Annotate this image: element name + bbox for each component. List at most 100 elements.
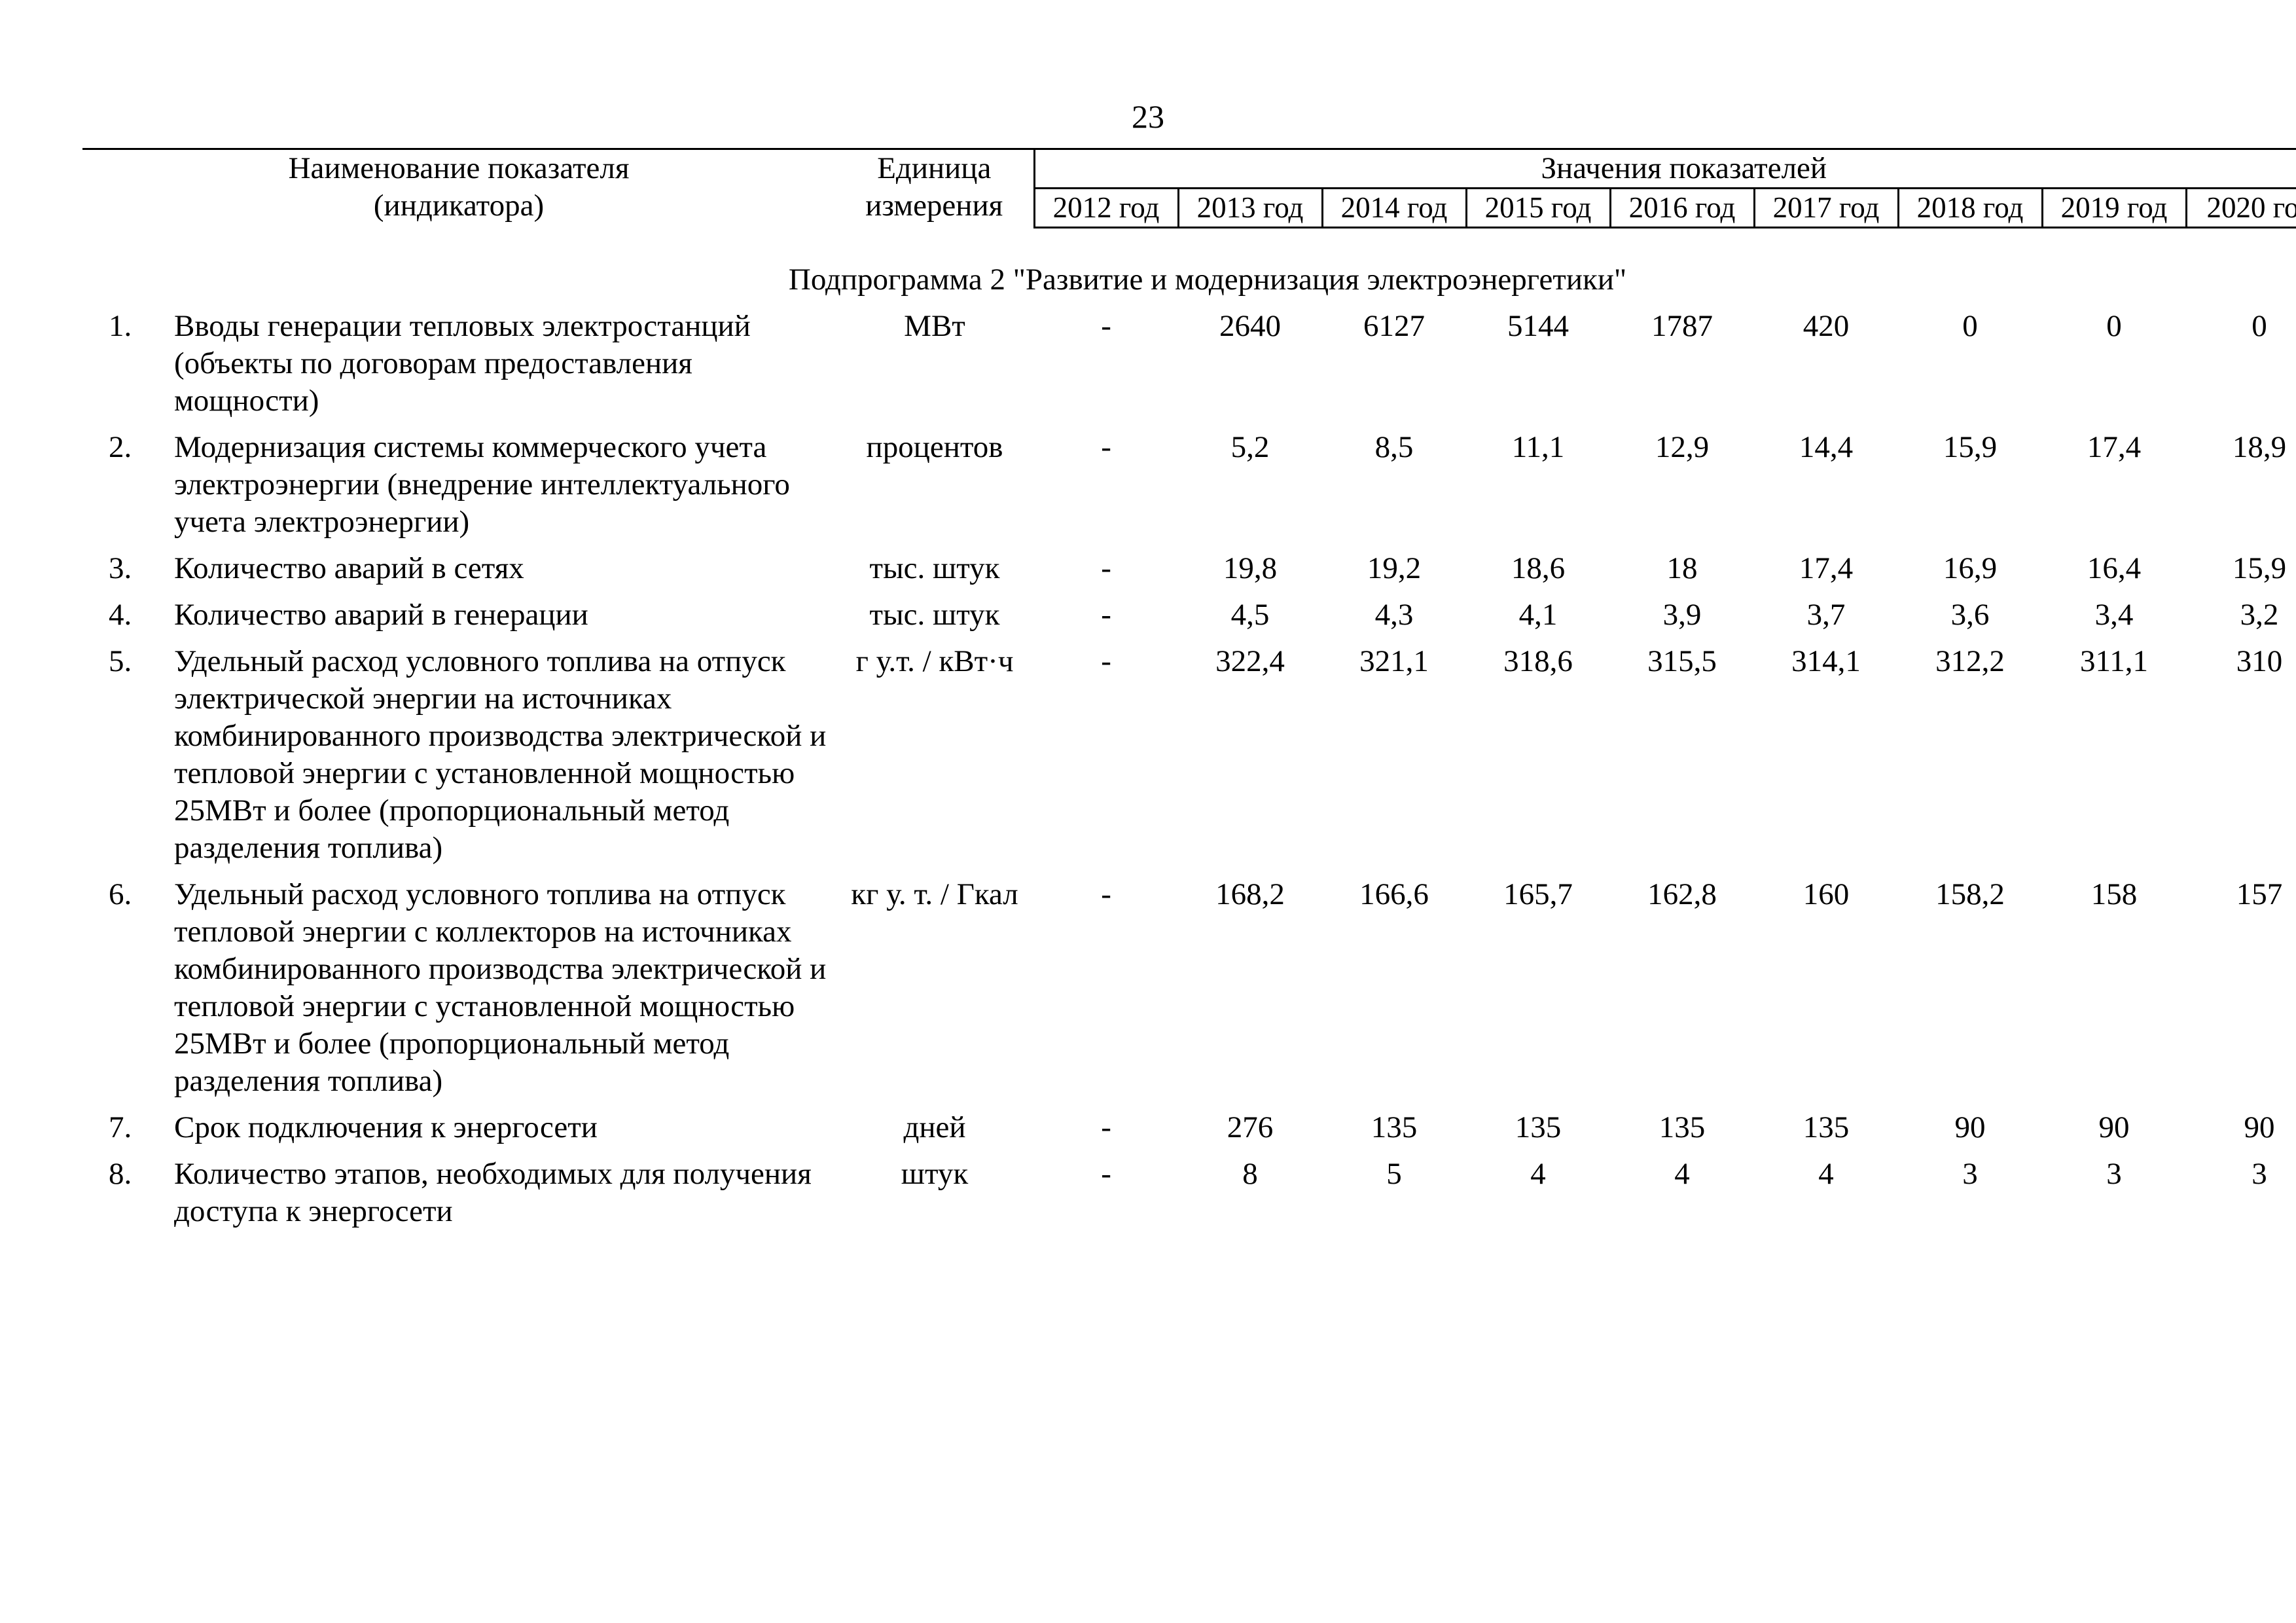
unit-of-measure: г у.т. / кВт·ч [855,644,1014,678]
value-cell: 310 [2236,644,2283,678]
value-cell: 18,9 [2232,430,2287,464]
value-cell: 135 [1803,1110,1850,1144]
value-cell: 4 [1530,1157,1546,1191]
value-cell: 19,2 [1367,551,1422,585]
header-year: 2014 год [1321,188,1467,228]
indicator-name: Модернизация системы коммерческого учета… [174,430,790,539]
value-cell: - [1101,430,1111,464]
value-cell: 420 [1803,309,1850,343]
table-body: Подпрограмма 2 "Развитие и модернизация … [82,228,2296,1240]
value-cell: 157 [2236,877,2283,911]
value-cell: 1787 [1651,309,1713,343]
value-cell: 162,8 [1647,877,1717,911]
indicator-name: Срок подключения к энергосети [174,1110,598,1144]
value-cell: 16,9 [1943,551,1998,585]
header-unit: Единица измерения [835,148,1035,228]
subprogram-title: Подпрограмма 2 "Развитие и модернизация … [788,263,1627,297]
header-name-line2: (индикатора) [373,189,545,223]
value-cell: 15,9 [2232,551,2287,585]
value-cell: 18,6 [1511,551,1566,585]
table-row: 3. Количество аварий в сетях тыс. штук - 19,… [82,550,2296,596]
row-number: 6. [109,877,132,911]
value-cell: 0 [1962,309,1978,343]
value-cell: 276 [1227,1110,1274,1144]
header-unit-line2: измерения [865,189,1003,223]
table-header: Наименование показателя (индикатора) Еди… [82,148,2296,228]
value-cell: 3,4 [2094,598,2134,632]
value-cell: 160 [1803,877,1850,911]
value-cell: 5144 [1507,309,1570,343]
value-cell: 5 [1386,1157,1402,1191]
unit-of-measure: кг у. т. / Гкал [851,877,1018,911]
value-cell: 18 [1666,551,1698,585]
header-name-line1: Наименование показателя [288,151,630,185]
value-cell: 3,2 [2240,598,2279,632]
value-cell: 4,3 [1374,598,1414,632]
header-indicator-name: Наименование показателя (индикатора) [82,148,836,228]
table-row: 2. Модернизация системы коммерческого уче… [82,429,2296,550]
table-row: 7. Срок подключения к энергосети дней - 276 1… [82,1109,2296,1156]
indicator-name: Удельный расход условного топлива на отп… [174,877,827,1098]
value-cell: - [1101,309,1111,343]
value-cell: 15,9 [1943,430,1998,464]
value-cell: 4 [1818,1157,1834,1191]
value-cell: 14,4 [1799,430,1854,464]
indicator-name: Вводы генерации тепловых электростанций … [174,309,751,418]
row-number: 8. [109,1157,132,1191]
header-year: 2013 год [1177,188,1323,228]
header-year: 2020 год [2185,188,2296,228]
unit-of-measure: дней [903,1110,966,1144]
value-cell: 166,6 [1359,877,1429,911]
indicator-table: Наименование показателя (индикатора) Еди… [82,148,2296,1239]
row-number: 5. [109,644,132,678]
header-year: 2016 год [1609,188,1755,228]
value-cell: 8 [1242,1157,1258,1191]
table-row: 6. Удельный расход условного топлива на о… [82,876,2296,1109]
value-cell: - [1101,551,1111,585]
indicator-name: Количество аварий в сетях [174,551,524,585]
value-cell: 90 [2098,1110,2130,1144]
row-number: 1. [109,309,132,343]
table-row: 4. Количество аварий в генерации тыс. штук… [82,596,2296,643]
value-cell: 3,6 [1950,598,1990,632]
row-number: 4. [109,598,132,632]
header-year: 2018 год [1897,188,2043,228]
value-cell: 12,9 [1655,430,1710,464]
table-row: 1. Вводы генерации тепловых электростанци… [82,308,2296,429]
indicator-name: Количество аварий в генерации [174,598,588,632]
value-cell: 311,1 [2080,644,2149,678]
unit-of-measure: тыс. штук [869,598,1000,632]
header-year: 2017 год [1753,188,1899,228]
value-cell: 0 [2251,309,2267,343]
unit-of-measure: штук [901,1157,969,1191]
value-cell: 19,8 [1223,551,1278,585]
value-cell: - [1101,877,1111,911]
header-values-title: Значения показателей [1033,148,2296,189]
value-cell: 135 [1515,1110,1562,1144]
value-cell: 3,7 [1806,598,1846,632]
value-cell: 16,4 [2087,551,2142,585]
value-cell: 90 [1954,1110,1986,1144]
indicator-name: Количество этапов, необходимых для получ… [174,1157,812,1228]
value-cell: 4,5 [1230,598,1270,632]
value-cell: 3 [1962,1157,1978,1191]
table-row: 5. Удельный расход условного топлива на о… [82,643,2296,876]
value-cell: 3 [2251,1157,2267,1191]
value-cell: 3 [2106,1157,2122,1191]
value-cell: 321,1 [1359,644,1429,678]
header-unit-line1: Единица [877,151,992,185]
header-year: 2015 год [1465,188,1611,228]
value-cell: 4,1 [1518,598,1558,632]
value-cell: 6127 [1363,309,1426,343]
unit-of-measure: тыс. штук [869,551,1000,585]
value-cell: 90 [2244,1110,2275,1144]
value-cell: 0 [2106,309,2122,343]
value-cell: - [1101,644,1111,678]
value-cell: 322,4 [1215,644,1285,678]
value-cell: 318,6 [1503,644,1573,678]
value-cell: 135 [1371,1110,1418,1144]
value-cell: 158,2 [1935,877,2005,911]
header-year: 2012 год [1033,188,1179,228]
value-cell: - [1101,1110,1111,1144]
value-cell: 11,1 [1511,430,1565,464]
